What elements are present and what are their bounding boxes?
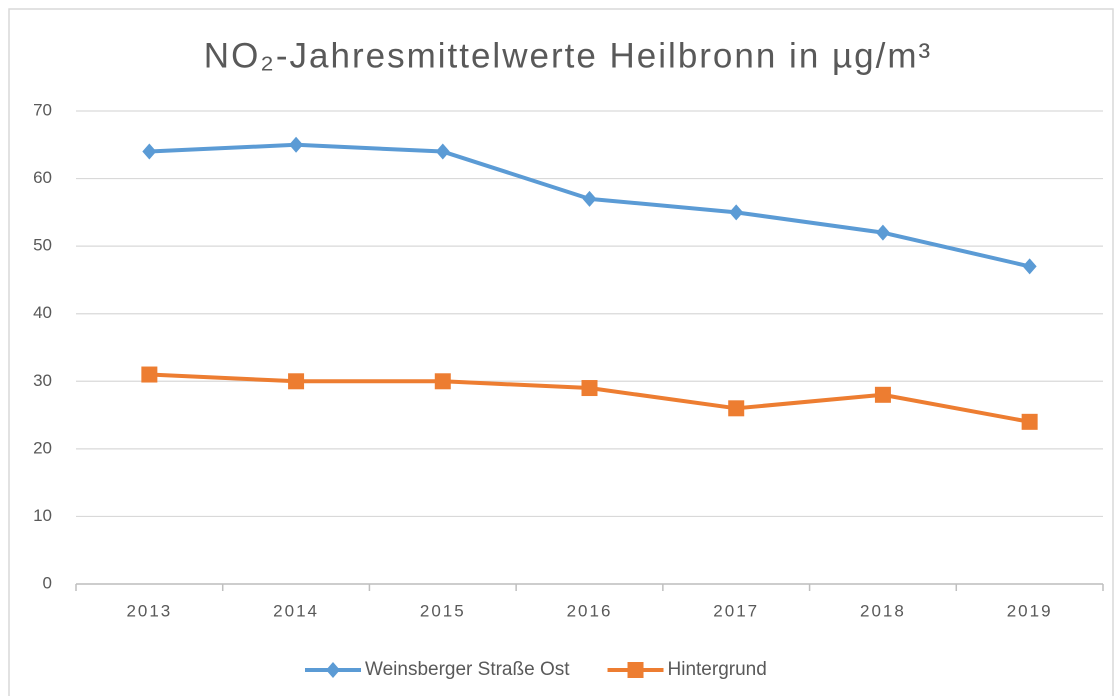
legend-label: Weinsberger Straße Ost [365, 659, 570, 680]
marker [289, 136, 304, 153]
x-tick-label: 2019 [1007, 601, 1053, 620]
y-tick-label: 10 [33, 506, 52, 525]
marker [582, 190, 597, 207]
chart-title: NO₂-Jahresmittelwerte Heilbronn in µg/m³ [204, 36, 932, 75]
legend-marker [627, 662, 644, 678]
marker [288, 373, 305, 390]
marker [875, 224, 890, 241]
x-tick-label: 2017 [713, 601, 759, 620]
marker [729, 204, 744, 221]
x-tick-label: 2016 [567, 601, 613, 620]
marker [434, 373, 451, 390]
marker [874, 386, 891, 403]
marker [435, 143, 450, 160]
y-tick-label: 70 [33, 100, 52, 119]
y-tick-label: 30 [33, 371, 52, 390]
marker [142, 143, 157, 160]
marker [728, 400, 745, 417]
x-tick-label: 2018 [860, 601, 906, 620]
x-tick-label: 2013 [126, 601, 172, 620]
legend-label: Hintergrund [668, 659, 767, 680]
marker [141, 366, 158, 383]
y-tick-label: 40 [33, 303, 52, 322]
y-tick-label: 60 [33, 168, 52, 187]
y-tick-label: 20 [33, 438, 52, 457]
legend-marker [326, 662, 340, 678]
y-tick-label: 50 [33, 236, 52, 255]
x-tick-label: 2015 [420, 601, 466, 620]
marker [581, 380, 598, 397]
y-tick-label: 0 [43, 573, 52, 592]
x-tick-label: 2014 [273, 601, 319, 620]
marker [1022, 258, 1037, 275]
marker [1021, 413, 1038, 430]
chart-frame [8, 8, 1114, 696]
